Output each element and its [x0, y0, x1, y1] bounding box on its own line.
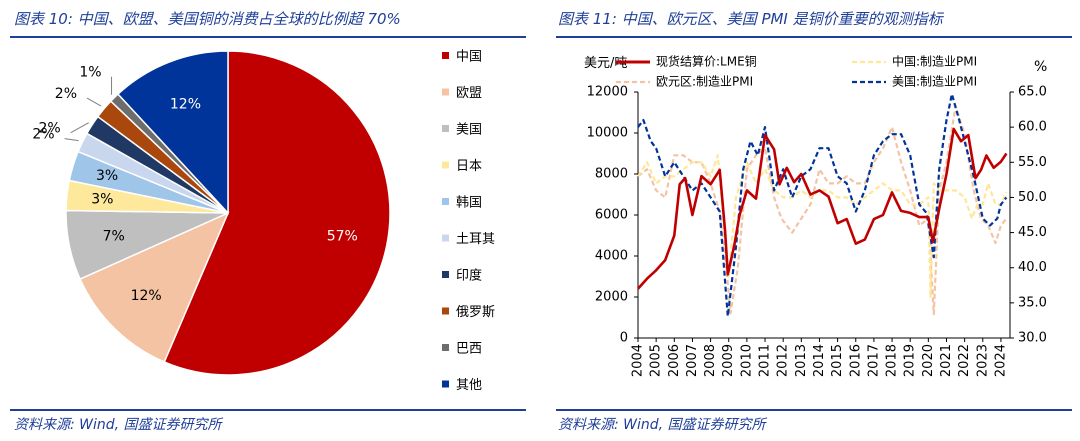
copper-price-pmi-line-chart: 0 2000 4000 6000 8000 10000 12000 30.0 35.0 40.0 4… [584, 54, 1047, 378]
legend-swatch [442, 344, 449, 351]
legend-label: 印度 [456, 268, 482, 284]
right-tick-label: 40.0 [1018, 260, 1047, 275]
x-tick-label: 2014 [812, 344, 827, 377]
right-axis-unit: % [1034, 59, 1047, 75]
legend-series-label: 中国:制造业PMI [892, 54, 977, 69]
right-tick-label: 30.0 [1018, 331, 1047, 346]
line-legend: 现货结算价:LME铜 中国:制造业PMI 欧元区:制造业PMI 美国:制造业PMI [616, 54, 977, 89]
pie-data-label: 1% [79, 65, 101, 81]
x-tick-label: 2013 [794, 344, 809, 377]
legend-swatch [442, 161, 449, 169]
x-tick-label: 2023 [975, 344, 990, 377]
series-group [637, 92, 1008, 318]
x-tick-label: 2024 [993, 344, 1008, 377]
right-title-divider [556, 36, 1072, 38]
right-tick-label: 65.0 [1018, 85, 1047, 100]
pie-data-label: 3% [96, 168, 118, 184]
x-tick-label: 2018 [885, 344, 900, 377]
x-tick-label: 2015 [830, 344, 845, 377]
copper-consumption-pie-chart: 57%12%7%3%3%2%2%2%1%12% 中国欧盟美国日本韩国土耳其印度俄… [32, 50, 495, 394]
x-tick-label: 2010 [739, 344, 754, 377]
right-tick-label: 60.0 [1018, 120, 1047, 135]
right-tick-label: 50.0 [1018, 190, 1047, 205]
pie-leader-line [86, 97, 102, 107]
left-tick-label: 0 [620, 331, 628, 346]
x-tick-label: 2008 [703, 344, 718, 377]
x-tick-label: 2005 [649, 344, 664, 377]
pie-leader-line [64, 138, 79, 142]
left-tick-label: 12000 [587, 85, 628, 100]
legend-swatch [442, 234, 449, 242]
series-line [637, 127, 1008, 290]
x-tick-label: 2019 [903, 344, 918, 377]
pie-leader-line [70, 122, 89, 134]
pie-data-label: 57% [327, 228, 358, 244]
pie-data-label: 12% [131, 288, 162, 304]
legend-swatch [442, 198, 449, 205]
left-tick-label: 4000 [595, 249, 628, 264]
pie-slice [116, 50, 229, 215]
legend-swatch [442, 125, 449, 132]
axes-group: 0 2000 4000 6000 8000 10000 12000 30.0 35.0 40.0 4… [584, 56, 1047, 377]
left-tick-label: 8000 [595, 167, 628, 182]
right-source-note: 资料来源: Wind, 国盛证券研究所 [558, 417, 766, 433]
legend-label: 日本 [456, 159, 482, 174]
legend-swatch [442, 88, 449, 96]
x-tick-label: 2016 [848, 344, 863, 377]
left-source-divider [10, 409, 526, 411]
legend-label: 中国 [456, 50, 482, 65]
legend-label: 俄罗斯 [456, 305, 495, 320]
legend-swatch [442, 271, 449, 278]
legend-label: 美国 [456, 123, 482, 138]
pie-group [65, 50, 391, 376]
pie-data-label: 2% [55, 86, 77, 102]
legend-label: 欧盟 [456, 86, 482, 101]
left-title-divider [10, 36, 526, 38]
legend-series-label: 现货结算价:LME铜 [656, 54, 757, 69]
left-figure-title: 图表 10: 中国、欧盟、美国铜的消费占全球的比例超 70% [14, 10, 401, 28]
x-tick-label: 2012 [776, 344, 791, 377]
x-tick-label: 2004 [631, 344, 646, 377]
left-tick-label: 10000 [587, 126, 628, 141]
pie-data-label: 2% [39, 121, 61, 137]
legend-label: 巴西 [456, 342, 482, 357]
x-tick-label: 2011 [758, 344, 773, 377]
right-figure-title: 图表 11: 中国、欧元区、美国 PMI 是铜价重要的观测指标 [558, 10, 943, 28]
left-tick-label: 2000 [595, 290, 628, 305]
right-source-divider [556, 409, 1072, 411]
legend-series-label: 美国:制造业PMI [892, 75, 977, 89]
legend-swatch [442, 307, 449, 315]
right-tick-label: 45.0 [1018, 225, 1047, 240]
right-tick-label: 55.0 [1018, 155, 1047, 170]
legend-series-label: 欧元区:制造业PMI [656, 75, 753, 89]
legend-label: 韩国 [456, 196, 482, 211]
x-tick-label: 2009 [721, 344, 736, 377]
legend-label: 其他 [456, 378, 482, 393]
pie-labels: 57%12%7%3%3%2%2%2%1%12% [32, 65, 357, 304]
x-tick-label: 2022 [957, 344, 972, 377]
pie-slice [163, 50, 391, 376]
x-tick-label: 2021 [939, 344, 954, 377]
x-tick-label: 2006 [667, 344, 682, 377]
right-tick-label: 35.0 [1018, 295, 1047, 310]
left-source-note: 资料来源: Wind, 国盛证券研究所 [14, 417, 222, 433]
x-tick-label: 2017 [866, 344, 881, 377]
series-line [637, 154, 1008, 299]
pie-data-label: 3% [91, 191, 113, 207]
pie-data-label: 12% [170, 96, 201, 112]
legend-swatch [442, 380, 449, 388]
pie-data-label: 2% [32, 127, 54, 143]
pie-data-label: 7% [103, 228, 125, 244]
legend-swatch [442, 52, 449, 59]
left-axis-unit: 美元/吨 [584, 56, 627, 71]
x-tick-label: 2007 [685, 344, 700, 377]
legend-label: 土耳其 [456, 232, 495, 247]
pie-slice [79, 211, 230, 363]
left-tick-label: 6000 [595, 208, 628, 223]
x-tick-label: 2020 [921, 344, 936, 377]
